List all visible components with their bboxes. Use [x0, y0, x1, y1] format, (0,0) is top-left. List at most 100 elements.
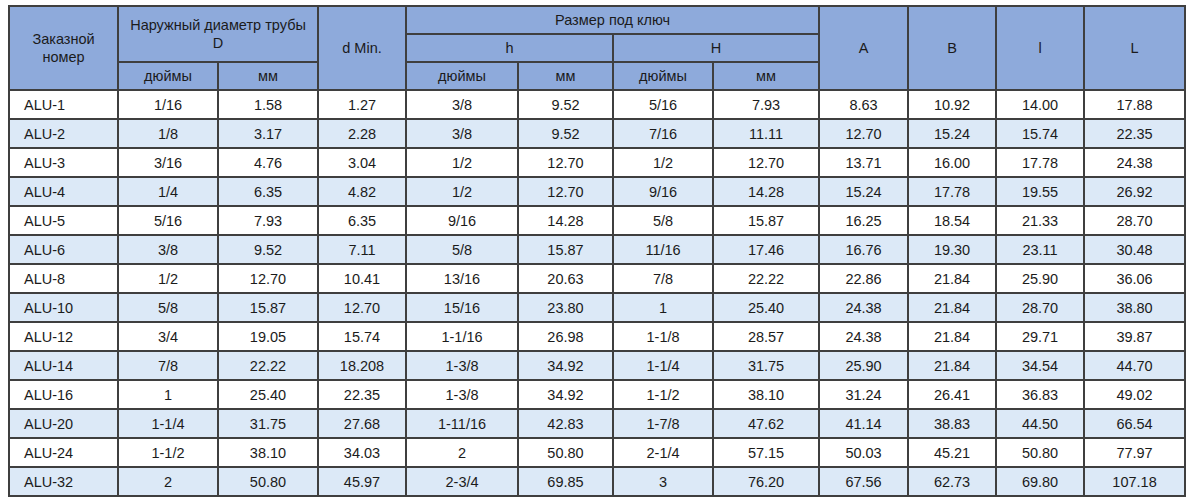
- value-cell: 10.92: [908, 90, 996, 119]
- value-cell: 39.87: [1084, 322, 1185, 351]
- value-cell: 5/8: [613, 206, 713, 235]
- value-cell: 50.80: [518, 438, 613, 467]
- value-cell: 77.97: [1084, 438, 1185, 467]
- value-cell: 21.84: [908, 322, 996, 351]
- value-cell: 1-1/16: [406, 322, 518, 351]
- header-d-mm: мм: [218, 62, 318, 90]
- value-cell: 19.30: [908, 235, 996, 264]
- value-cell: 50.80: [996, 438, 1084, 467]
- order-number-cell: ALU-2: [9, 119, 118, 148]
- value-cell: 45.97: [318, 467, 406, 496]
- header-b: B: [908, 6, 996, 90]
- value-cell: 25.90: [996, 264, 1084, 293]
- table-row: ALU-81/212.7010.4113/1620.637/822.2222.8…: [9, 264, 1185, 293]
- value-cell: 1-1/2: [613, 380, 713, 409]
- value-cell: 4.82: [318, 177, 406, 206]
- value-cell: 50.03: [819, 438, 908, 467]
- order-number-cell: ALU-12: [9, 322, 118, 351]
- value-cell: 21.84: [908, 351, 996, 380]
- order-number-cell: ALU-32: [9, 467, 118, 496]
- header-wrench-size: Размер под ключ: [406, 6, 819, 34]
- value-cell: 22.35: [318, 380, 406, 409]
- value-cell: 22.22: [713, 264, 819, 293]
- value-cell: 19.55: [996, 177, 1084, 206]
- value-cell: 1/4: [118, 177, 218, 206]
- table-row: ALU-63/89.527.115/815.8711/1617.4616.761…: [9, 235, 1185, 264]
- value-cell: 14.00: [996, 90, 1084, 119]
- header-h-inches: дюймы: [406, 62, 518, 90]
- fitting-dimensions-table: Заказной номер Наружный диаметр трубы D …: [8, 5, 1186, 497]
- table-row: ALU-55/167.936.359/1614.285/815.8716.251…: [9, 206, 1185, 235]
- value-cell: 1-1/4: [613, 351, 713, 380]
- value-cell: 5/8: [118, 293, 218, 322]
- value-cell: 18.54: [908, 206, 996, 235]
- value-cell: 15.74: [996, 119, 1084, 148]
- value-cell: 44.50: [996, 409, 1084, 438]
- order-number-cell: ALU-1: [9, 90, 118, 119]
- value-cell: 3/8: [406, 90, 518, 119]
- value-cell: 1/2: [406, 177, 518, 206]
- table-row: ALU-16125.4022.351-3/834.921-1/238.1031.…: [9, 380, 1185, 409]
- value-cell: 76.20: [713, 467, 819, 496]
- value-cell: 22.22: [218, 351, 318, 380]
- value-cell: 9.52: [518, 90, 613, 119]
- value-cell: 1.27: [318, 90, 406, 119]
- value-cell: 1-3/8: [406, 380, 518, 409]
- value-cell: 20.63: [518, 264, 613, 293]
- value-cell: 25.40: [218, 380, 318, 409]
- value-cell: 15.74: [318, 322, 406, 351]
- value-cell: 5/16: [118, 206, 218, 235]
- value-cell: 3/8: [118, 235, 218, 264]
- value-cell: 1: [118, 380, 218, 409]
- value-cell: 36.83: [996, 380, 1084, 409]
- value-cell: 1/8: [118, 119, 218, 148]
- value-cell: 50.80: [218, 467, 318, 496]
- value-cell: 3/4: [118, 322, 218, 351]
- value-cell: 41.14: [819, 409, 908, 438]
- value-cell: 49.02: [1084, 380, 1185, 409]
- header-h-big: H: [613, 34, 819, 62]
- order-number-cell: ALU-20: [9, 409, 118, 438]
- value-cell: 31.75: [218, 409, 318, 438]
- value-cell: 44.70: [1084, 351, 1185, 380]
- header-H-mm: мм: [713, 62, 819, 90]
- value-cell: 12.70: [318, 293, 406, 322]
- value-cell: 7.93: [218, 206, 318, 235]
- table-header: Заказной номер Наружный диаметр трубы D …: [9, 6, 1185, 90]
- value-cell: 6.35: [218, 177, 318, 206]
- value-cell: 7/8: [118, 351, 218, 380]
- value-cell: 2: [406, 438, 518, 467]
- value-cell: 15.87: [518, 235, 613, 264]
- value-cell: 12.70: [518, 177, 613, 206]
- value-cell: 14.28: [518, 206, 613, 235]
- value-cell: 66.54: [1084, 409, 1185, 438]
- value-cell: 23.80: [518, 293, 613, 322]
- value-cell: 30.48: [1084, 235, 1185, 264]
- value-cell: 38.10: [713, 380, 819, 409]
- value-cell: 3/8: [406, 119, 518, 148]
- table-row: ALU-147/822.2218.2081-3/834.921-1/431.75…: [9, 351, 1185, 380]
- value-cell: 2-3/4: [406, 467, 518, 496]
- value-cell: 107.18: [1084, 467, 1185, 496]
- value-cell: 34.92: [518, 380, 613, 409]
- value-cell: 19.05: [218, 322, 318, 351]
- table-row: ALU-11/161.581.273/89.525/167.938.6310.9…: [9, 90, 1185, 119]
- page: Заказной номер Наружный диаметр трубы D …: [0, 0, 1192, 499]
- table-row: ALU-32250.8045.972-3/469.85376.2067.5662…: [9, 467, 1185, 496]
- value-cell: 7.11: [318, 235, 406, 264]
- value-cell: 12.70: [518, 148, 613, 177]
- value-cell: 1-1/2: [118, 438, 218, 467]
- value-cell: 31.75: [713, 351, 819, 380]
- value-cell: 7/16: [613, 119, 713, 148]
- value-cell: 14.28: [713, 177, 819, 206]
- header-row-1: Заказной номер Наружный диаметр трубы D …: [9, 6, 1185, 34]
- order-number-cell: ALU-24: [9, 438, 118, 467]
- value-cell: 15.24: [908, 119, 996, 148]
- value-cell: 34.92: [518, 351, 613, 380]
- order-number-cell: ALU-16: [9, 380, 118, 409]
- value-cell: 25.90: [819, 351, 908, 380]
- value-cell: 26.98: [518, 322, 613, 351]
- table-row: ALU-123/419.0515.741-1/1626.981-1/828.57…: [9, 322, 1185, 351]
- value-cell: 5/8: [406, 235, 518, 264]
- value-cell: 69.85: [518, 467, 613, 496]
